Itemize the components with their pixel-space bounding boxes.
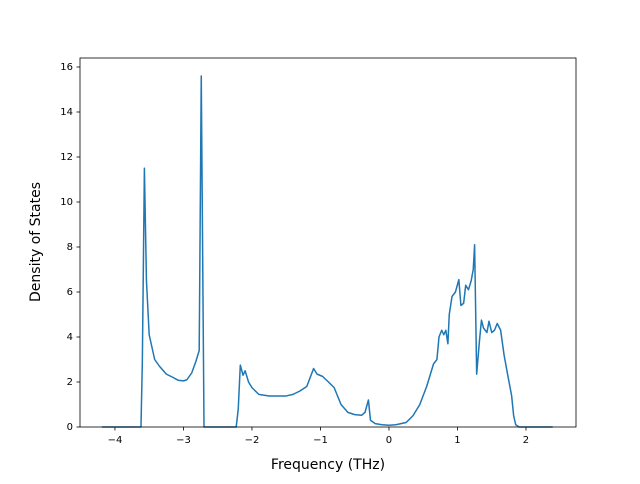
x-tick-label: −2 — [245, 435, 260, 446]
x-tick-label: −1 — [313, 435, 328, 446]
x-tick-label: −4 — [108, 435, 123, 446]
x-tick-label: 2 — [523, 435, 529, 446]
x-tick-label: 0 — [386, 435, 392, 446]
x-tick-label: −3 — [176, 435, 191, 446]
x-axis-label: Frequency (THz) — [271, 457, 385, 473]
y-tick-label: 8 — [67, 242, 73, 253]
y-tick-label: 0 — [67, 422, 73, 433]
y-tick-label: 10 — [60, 197, 73, 208]
y-tick-label: 6 — [67, 287, 73, 298]
y-tick-label: 4 — [67, 332, 73, 343]
x-tick-label: 1 — [454, 435, 460, 446]
line — [101, 75, 553, 428]
plot-frame — [79, 57, 577, 428]
y-axis-label: Density of States — [28, 182, 44, 302]
y-tick-label: 2 — [67, 377, 73, 388]
y-tick-label: 16 — [60, 62, 73, 73]
y-tick-label: 12 — [60, 152, 73, 163]
y-tick-label: 14 — [60, 107, 73, 118]
